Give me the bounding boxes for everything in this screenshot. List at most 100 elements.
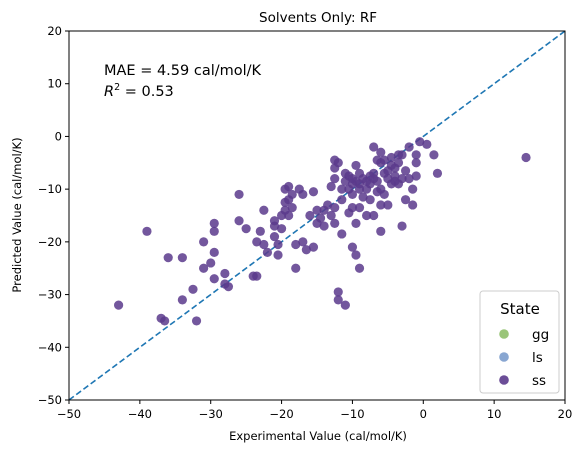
- axis-ticks: −50 −40 −30 −20 −10 0 10 20 −50 −40 −30 −20 −10 0 10 20: [38, 24, 573, 421]
- legend-label-ss: ss: [532, 373, 546, 389]
- data-point-ss: [291, 263, 301, 273]
- data-point-ss: [333, 287, 343, 297]
- data-point-ss: [287, 202, 297, 213]
- data-point-ss: [273, 250, 283, 260]
- r2-value: = 0.53: [120, 84, 174, 100]
- data-point-ss: [397, 150, 407, 160]
- data-point-ss: [354, 263, 365, 273]
- data-point-ss: [521, 152, 531, 163]
- y-tick-label: −20: [38, 235, 62, 249]
- data-point-ss: [284, 181, 294, 192]
- data-point-ss: [160, 316, 170, 326]
- x-tick-label: −20: [269, 407, 293, 421]
- data-point-ss: [330, 218, 340, 229]
- data-point-ss: [308, 242, 319, 252]
- y-tick-label: 10: [47, 77, 62, 91]
- x-axis-label: Experimental Value (cal/mol/K): [229, 429, 407, 443]
- data-point-ss: [188, 284, 198, 294]
- data-point-ss: [333, 158, 343, 168]
- data-point-ss: [319, 221, 329, 231]
- legend-entries: gg ls ss: [499, 327, 549, 389]
- data-point-ss: [330, 174, 340, 184]
- data-point-ss: [223, 282, 234, 292]
- x-tick-label: 20: [558, 407, 573, 421]
- x-tick-label: 10: [487, 407, 502, 421]
- legend-frame: [479, 290, 560, 394]
- r2-annotation: R2 = 0.53: [104, 82, 174, 100]
- data-point-ss: [351, 218, 361, 229]
- data-point-ss: [365, 195, 375, 205]
- data-point-ss: [276, 224, 287, 234]
- legend-label-gg: gg: [532, 327, 549, 343]
- data-point-ss: [386, 152, 396, 163]
- legend-marker-gg: [499, 329, 509, 339]
- data-point-ss: [209, 226, 219, 236]
- data-point-ss: [273, 239, 283, 250]
- data-point-ss: [337, 229, 347, 239]
- data-point-ss: [400, 166, 411, 176]
- legend-label-ls: ls: [532, 350, 543, 366]
- data-point-ss: [422, 139, 432, 149]
- data-point-ss: [191, 316, 202, 326]
- data-point-ss: [220, 268, 230, 279]
- data-point-ss: [369, 210, 379, 221]
- data-point-ss: [209, 247, 219, 257]
- data-point-ss: [114, 300, 124, 310]
- data-point-ss: [284, 210, 294, 221]
- data-point-ss: [291, 239, 301, 250]
- data-point-ss: [404, 142, 414, 152]
- data-point-ss: [372, 176, 382, 186]
- data-points: [114, 137, 531, 326]
- data-point-ss: [351, 250, 361, 260]
- data-point-ss: [330, 202, 340, 213]
- data-point-ss: [415, 137, 425, 147]
- data-point-ss: [376, 147, 386, 157]
- data-point-ss: [432, 168, 443, 178]
- data-point-ss: [206, 258, 216, 268]
- data-point-ss: [354, 202, 365, 213]
- data-point-ss: [379, 189, 389, 200]
- chart-title: Solvents Only: RF: [259, 10, 377, 26]
- data-point-ss: [305, 210, 315, 221]
- data-point-ss: [347, 189, 358, 200]
- data-point-ss: [400, 195, 411, 205]
- y-tick-label: −40: [38, 340, 62, 354]
- data-point-ss: [255, 226, 265, 236]
- data-point-ss: [199, 263, 209, 273]
- data-point-ss: [298, 189, 308, 200]
- legend-marker-ss: [499, 375, 509, 385]
- y-tick-label: −10: [38, 182, 62, 196]
- data-point-ss: [408, 184, 418, 194]
- data-point-ss: [404, 174, 414, 184]
- data-point-ss: [347, 202, 358, 213]
- r2-symbol: R: [104, 84, 114, 100]
- data-point-ss: [142, 226, 152, 236]
- data-point-ss: [408, 200, 418, 210]
- data-point-ss: [241, 224, 251, 234]
- mae-annotation: MAE = 4.59 cal/mol/K: [104, 63, 262, 79]
- data-point-ss: [383, 200, 393, 210]
- data-point-ss: [354, 184, 365, 194]
- data-point-ss: [337, 195, 347, 205]
- data-point-ss: [234, 189, 244, 200]
- y-tick-label: 0: [55, 129, 62, 143]
- data-point-ss: [234, 216, 244, 226]
- data-point-ss: [333, 295, 343, 305]
- data-point-ss: [259, 205, 269, 215]
- data-point-ss: [429, 150, 439, 160]
- y-axis-label: Predicted Value (cal/mol/K): [10, 137, 24, 292]
- data-point-ss: [252, 271, 262, 281]
- data-point-ss: [298, 237, 308, 247]
- plot-frame: [68, 30, 566, 401]
- data-point-ss: [411, 158, 421, 168]
- data-point-ss: [177, 295, 187, 305]
- data-point-ss: [340, 300, 350, 310]
- data-point-ss: [351, 160, 361, 171]
- data-point-ss: [397, 221, 407, 231]
- data-point-ss: [262, 247, 272, 257]
- data-point-ss: [209, 274, 219, 284]
- data-point-ss: [312, 205, 322, 215]
- x-tick-label: −50: [57, 407, 81, 421]
- data-point-ss: [269, 231, 280, 242]
